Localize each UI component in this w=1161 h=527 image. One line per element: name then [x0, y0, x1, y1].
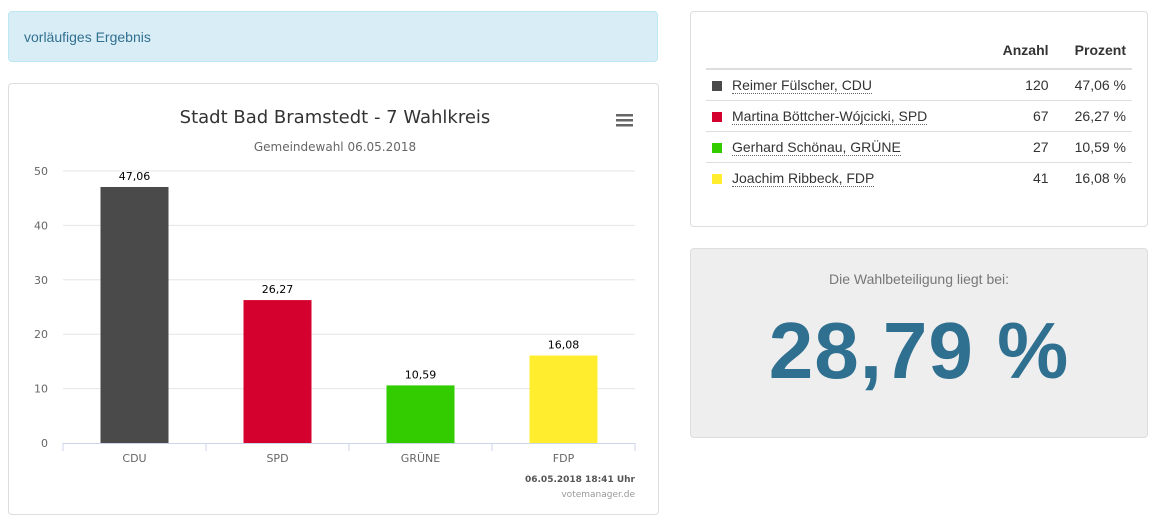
data-label: 10,59 [405, 368, 437, 381]
chart-menu-button[interactable] [609, 108, 639, 132]
chart-subtitle: Gemeindewahl 06.05.2018 [254, 140, 416, 154]
legend-square-icon [712, 81, 722, 91]
table-row: Gerhard Schönau, GRÜNE 27 10,59 % [706, 131, 1132, 163]
results-table-panel: Anzahl Prozent Reimer Fülscher, CDU 120 … [690, 11, 1148, 227]
votes-cell: 27 [983, 131, 1055, 163]
chart-timestamp: 06.05.2018 18:41 Uhr [525, 475, 636, 485]
candidate-link[interactable]: Reimer Fülscher, CDU [732, 77, 873, 94]
chart-title: Stadt Bad Bramstedt - 7 Wahlkreis [180, 107, 491, 128]
candidate-link[interactable]: Martina Böttcher-Wójcicki, SPD [732, 108, 928, 125]
header-prozent: Prozent [1054, 32, 1132, 70]
alert-text: vorläufiges Ergebnis [24, 29, 151, 45]
bar [243, 300, 312, 443]
x-tick-label: SPD [266, 452, 288, 465]
percent-cell: 47,06 % [1074, 77, 1126, 93]
turnout-value: 28,79 % [768, 306, 1070, 395]
legend-square-icon [712, 174, 722, 184]
y-tick-label: 10 [34, 383, 48, 396]
hamburger-menu-icon [616, 114, 633, 127]
legend-square-icon [712, 112, 722, 122]
table-row: Joachim Ribbeck, FDP 41 16,08 % [706, 162, 1132, 193]
percent-cell: 26,27 % [1054, 100, 1132, 132]
header-anzahl: Anzahl [983, 32, 1055, 70]
x-tick-label: CDU [122, 452, 146, 465]
bar [386, 385, 455, 443]
chart-bars: 47,06 26,27 10,59 16,08 [100, 170, 598, 443]
chart-axes: 0 10 20 30 40 50 CDU SPD GRÜNE FDP [34, 165, 636, 465]
x-tick-label: FDP [553, 452, 575, 465]
votes-cell: 41 [983, 162, 1055, 193]
legend-square-icon [712, 143, 722, 153]
candidate-link[interactable]: Joachim Ribbeck, FDP [732, 170, 875, 187]
percent-cell: 10,59 % [1054, 131, 1132, 163]
data-label: 16,08 [548, 339, 580, 352]
y-tick-label: 40 [34, 219, 48, 232]
x-tick-label: GRÜNE [401, 452, 440, 465]
chart-credit-link[interactable]: votemanager.de [561, 490, 635, 500]
votes-cell: 120 [1025, 77, 1049, 93]
chart-panel: 47,06 26,27 10,59 16,08 0 10 20 30 40 50 CDU SPD GR… [8, 83, 659, 515]
table-row: Martina Böttcher-Wójcicki, SPD 67 26,27 … [706, 100, 1132, 132]
results-table: Anzahl Prozent Reimer Fülscher, CDU 120 … [706, 32, 1132, 193]
bar-chart: 47,06 26,27 10,59 16,08 0 10 20 30 40 50 CDU SPD GR… [34, 107, 639, 500]
turnout-label: Die Wahlbeteiligung liegt bei: [828, 271, 1010, 287]
turnout-panel: Die Wahlbeteiligung liegt bei: 28,79 % [690, 248, 1148, 438]
header-name [706, 32, 984, 70]
y-tick-label: 20 [34, 328, 48, 341]
votes-cell: 67 [983, 100, 1055, 132]
y-tick-label: 30 [34, 274, 48, 287]
percent-cell: 16,08 % [1054, 162, 1132, 193]
table-row: Reimer Fülscher, CDU 120 47,06 % [706, 69, 1132, 101]
table-header-row: Anzahl Prozent [706, 32, 1132, 70]
bar [100, 186, 169, 443]
data-label: 26,27 [262, 283, 294, 296]
data-label: 47,06 [119, 170, 151, 183]
status-alert: vorläufiges Ergebnis [8, 11, 658, 62]
y-tick-label: 0 [41, 437, 48, 450]
candidate-link[interactable]: Gerhard Schönau, GRÜNE [732, 139, 901, 156]
y-tick-label: 50 [34, 165, 48, 178]
bar [529, 355, 598, 443]
